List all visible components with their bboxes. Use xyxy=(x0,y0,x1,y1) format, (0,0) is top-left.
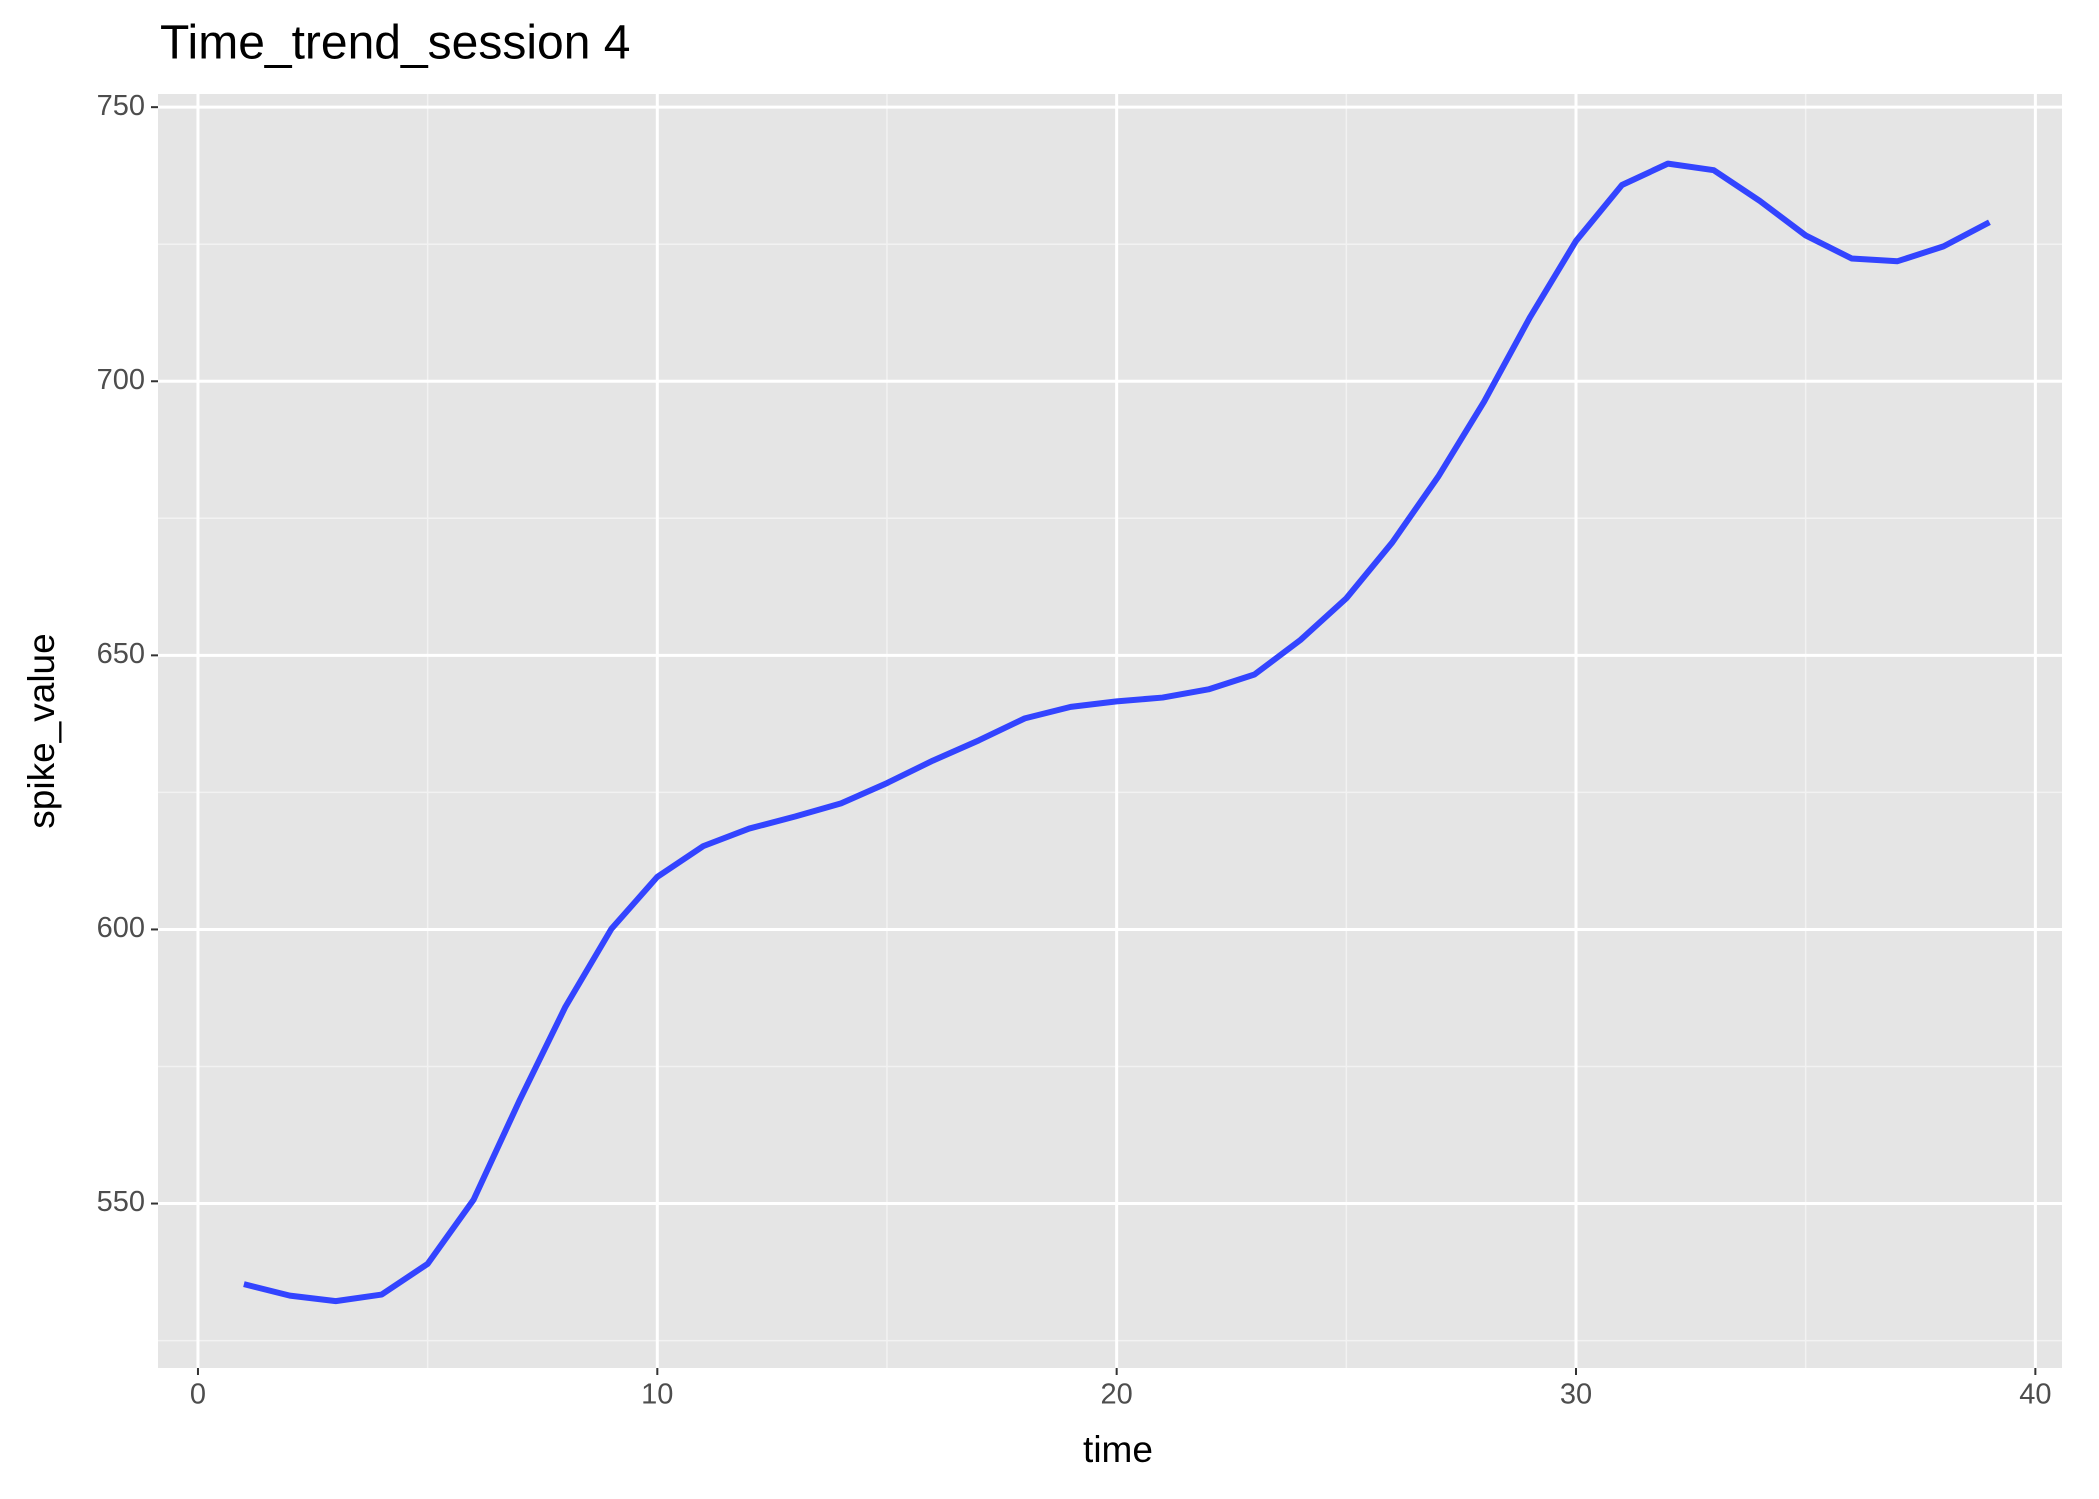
y-tick-label: 650 xyxy=(97,638,145,670)
x-tick-label: 40 xyxy=(2019,1379,2051,1411)
line xyxy=(243,160,1991,1305)
x-axis-title: time xyxy=(1083,1429,1153,1470)
plot-panel xyxy=(158,94,2062,1368)
y-tick-label: 550 xyxy=(97,1186,145,1218)
x-tick-label: 0 xyxy=(190,1379,206,1411)
x-tick-label: 20 xyxy=(1101,1379,1133,1411)
y-tick-label: 700 xyxy=(97,364,145,396)
y-tick-label: 750 xyxy=(97,90,145,122)
chart-title: Time_trend_session 4 xyxy=(160,17,630,70)
y-axis-title: spike_value xyxy=(21,633,62,828)
y-tick-label: 600 xyxy=(97,912,145,944)
x-tick-label: 10 xyxy=(641,1379,673,1411)
x-tick-label: 30 xyxy=(1560,1379,1592,1411)
